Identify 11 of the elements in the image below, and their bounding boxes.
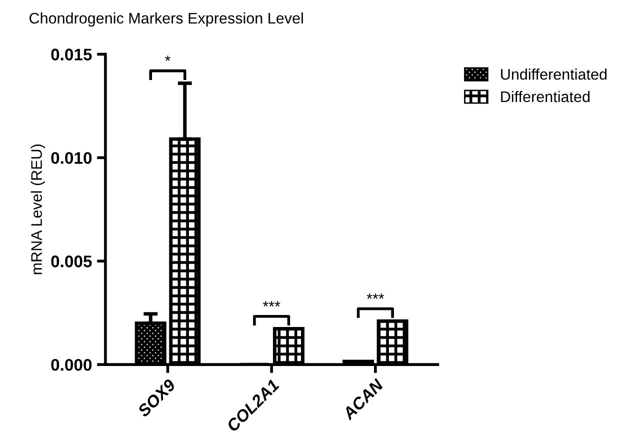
y-tick-label: 0.015 [51,48,92,60]
chart-title: Chondrogenic Markers Expression Level [30,12,303,27]
legend-label: Differentiated [501,90,590,102]
annotation: *** [262,301,280,306]
annotation: * [165,56,170,61]
y-tick-label: 0.010 [51,152,92,164]
legend-label: Undifferentiated [501,68,607,80]
y-tick-label: 0.005 [51,256,92,268]
y-tick-label: 0.000 [51,358,92,371]
y-axis-title: mRNA Level (REU) [30,144,45,274]
annotation: *** [366,293,384,299]
